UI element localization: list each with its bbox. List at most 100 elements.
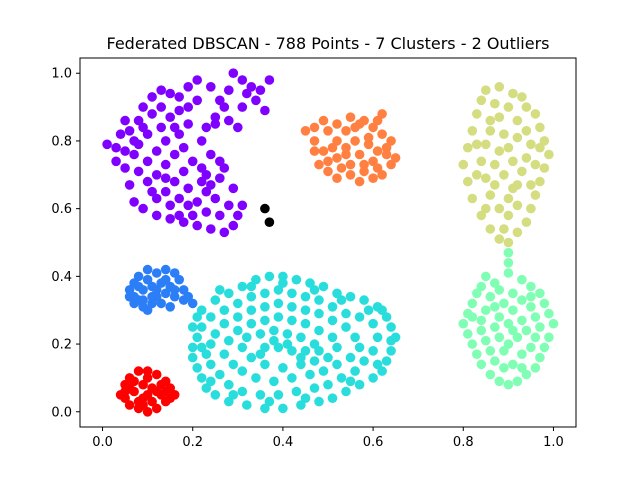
data-point [201, 383, 212, 393]
data-point [251, 95, 261, 106]
data-point [354, 342, 365, 353]
data-point [341, 142, 351, 153]
data-point [206, 359, 216, 370]
data-point [530, 159, 541, 170]
data-point [535, 142, 545, 153]
cluster-1 [300, 109, 401, 187]
data-point [287, 302, 297, 312]
data-point [503, 258, 514, 268]
data-point [490, 302, 500, 312]
data-point [512, 376, 523, 387]
data-point [196, 322, 207, 332]
data-point [192, 197, 202, 207]
data-point [237, 200, 248, 211]
data-point [138, 102, 148, 112]
data-point [350, 332, 360, 343]
data-point [530, 363, 541, 373]
data-point [124, 400, 135, 410]
data-point [481, 173, 491, 183]
y-tick-label: 0.2 [51, 338, 72, 353]
data-point [363, 132, 374, 143]
data-point [187, 352, 198, 363]
data-point [350, 136, 360, 146]
data-point [472, 109, 482, 119]
data-point [242, 400, 252, 410]
data-point [314, 295, 324, 305]
data-point [228, 390, 239, 400]
data-point [246, 318, 257, 329]
data-point [151, 146, 162, 156]
data-point [377, 170, 387, 180]
data-point [151, 170, 162, 180]
data-point [156, 85, 166, 95]
data-point [332, 119, 342, 129]
data-point [517, 363, 527, 373]
data-point [160, 288, 171, 299]
data-point [327, 302, 338, 312]
data-point [526, 180, 536, 190]
data-point [228, 68, 239, 78]
data-point [526, 203, 536, 214]
data-point [309, 146, 320, 156]
data-point [318, 281, 329, 292]
data-point [151, 386, 162, 397]
data-point [233, 122, 243, 133]
data-point [260, 203, 270, 214]
data-point [345, 159, 356, 170]
data-point [224, 379, 234, 390]
data-point [269, 325, 279, 336]
data-point [142, 129, 153, 139]
data-point [476, 325, 487, 336]
data-point [133, 115, 144, 126]
data-point [147, 291, 157, 302]
data-point [124, 126, 135, 136]
data-point [246, 291, 257, 302]
data-point [494, 312, 505, 322]
data-point [196, 176, 207, 187]
data-point [485, 346, 496, 356]
data-point [187, 342, 198, 353]
data-point [458, 318, 469, 329]
data-point [233, 210, 243, 221]
data-point [309, 136, 320, 146]
data-point [160, 136, 171, 146]
data-point [494, 285, 505, 295]
data-point [296, 332, 306, 343]
data-point [368, 346, 378, 356]
data-point [517, 315, 527, 326]
data-point [224, 85, 234, 95]
data-point [368, 173, 378, 183]
data-point [147, 92, 157, 102]
data-point [485, 224, 496, 234]
data-point [476, 315, 487, 326]
data-point [368, 318, 378, 329]
data-point [535, 288, 545, 299]
data-point [350, 122, 360, 133]
data-point [124, 180, 135, 190]
data-point [120, 146, 130, 156]
data-point [363, 139, 374, 150]
data-point [210, 390, 221, 400]
data-point [233, 325, 243, 336]
data-point [499, 170, 509, 180]
data-point [160, 386, 171, 397]
data-point [255, 349, 266, 360]
data-point [530, 190, 541, 200]
data-point [499, 363, 509, 373]
data-point [535, 322, 545, 332]
data-point [174, 193, 184, 204]
data-point [133, 366, 144, 376]
data-point [215, 95, 225, 106]
data-point [314, 396, 324, 407]
data-point [526, 139, 536, 150]
y-tick-label: 0.8 [51, 134, 72, 149]
data-point [490, 98, 500, 109]
data-point [215, 156, 225, 167]
data-point [539, 342, 550, 353]
data-point [512, 200, 523, 211]
data-point [219, 102, 230, 112]
data-point [156, 379, 166, 390]
data-point [368, 373, 378, 383]
data-point [187, 210, 198, 221]
data-point [138, 379, 148, 390]
